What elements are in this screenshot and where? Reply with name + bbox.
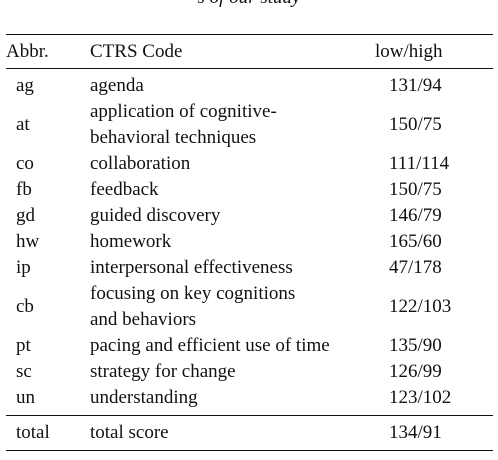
total-row: total total score 134/91 (6, 415, 493, 451)
table-caption-fragment: s of our study (0, 0, 498, 9)
table-row: at application of cognitive-behavioral te… (6, 99, 493, 151)
row-abbr: hw (16, 231, 40, 252)
table-row: un understanding 123/102 (6, 385, 493, 416)
row-code-line: and behaviors (90, 309, 197, 330)
row-code: feedback (90, 177, 375, 203)
row-code-line: agenda (90, 75, 144, 96)
row-code-line: collaboration (90, 153, 191, 174)
table-row: pt pacing and efficient use of time 135/90 (6, 333, 493, 359)
row-abbr: co (16, 153, 34, 174)
row-code: pacing and efficient use of time (90, 333, 375, 359)
row-code: guided discovery (90, 203, 375, 229)
row-code: agenda (90, 69, 375, 100)
table-row: fb feedback 150/75 (6, 177, 493, 203)
table-row: cb focusing on key cognitions and behavior… (6, 281, 493, 333)
row-abbr: ag (16, 75, 34, 96)
row-code-line: guided discovery (90, 205, 221, 226)
row-code-line: behavioral techniques (90, 127, 257, 148)
row-code-line: focusing on key cognitions (90, 283, 296, 304)
row-ratio: 150/75 (389, 179, 442, 200)
total-ratio: 134/91 (375, 415, 493, 451)
row-ratio: 165/60 (389, 231, 442, 252)
table-body: ag agenda 131/94 at application of cognitive… (6, 69, 493, 416)
row-code: homework (90, 229, 375, 255)
row-ratio: 123/102 (389, 387, 452, 408)
row-ratio: 126/99 (389, 361, 442, 382)
row-code: focusing on key cognitions and behaviors (90, 281, 375, 333)
row-abbr: fb (16, 179, 32, 200)
header-abbr: Abbr. (6, 34, 90, 69)
row-code: application of cognitive-behavioral tech… (90, 99, 375, 151)
row-ratio: 47/178 (389, 257, 442, 278)
row-abbr: cb (16, 296, 34, 317)
table-row: sc strategy for change 126/99 (6, 359, 493, 385)
row-code-line: feedback (90, 179, 159, 200)
ctrs-code-table: Abbr. CTRS Code low/high ag agenda 131/94 a… (6, 34, 493, 451)
row-code-line: strategy for change (90, 361, 236, 382)
row-code-line: understanding (90, 387, 198, 408)
row-ratio: 111/114 (389, 153, 450, 174)
row-abbr: at (16, 114, 30, 135)
row-ratio: 131/94 (389, 75, 442, 96)
total-abbr: total (6, 415, 90, 451)
row-code-line: interpersonal effectiveness (90, 257, 293, 278)
row-abbr: sc (16, 361, 32, 382)
row-ratio: 150/75 (389, 114, 442, 135)
row-code-line: homework (90, 231, 172, 252)
row-abbr: gd (16, 205, 35, 226)
row-code: strategy for change (90, 359, 375, 385)
row-code-line: application of cognitive- (90, 101, 277, 122)
row-ratio: 146/79 (389, 205, 442, 226)
row-code: interpersonal effectiveness (90, 255, 375, 281)
row-abbr: pt (16, 335, 31, 356)
row-code-line: pacing and efficient use of time (90, 335, 330, 356)
row-code: understanding (90, 385, 375, 416)
table-header-row: Abbr. CTRS Code low/high (6, 34, 493, 69)
table-row: ip interpersonal effectiveness 47/178 (6, 255, 493, 281)
row-abbr: ip (16, 257, 31, 278)
table-row: ag agenda 131/94 (6, 69, 493, 100)
ctrs-table-container: Abbr. CTRS Code low/high ag agenda 131/94 a… (6, 34, 493, 451)
table-row: hw homework 165/60 (6, 229, 493, 255)
row-ratio: 135/90 (389, 335, 442, 356)
table-row: co collaboration 111/114 (6, 151, 493, 177)
table-row: gd guided discovery 146/79 (6, 203, 493, 229)
row-ratio: 122/103 (389, 296, 452, 317)
row-code: collaboration (90, 151, 375, 177)
total-code: total score (90, 415, 375, 451)
header-low-high: low/high (375, 34, 493, 69)
header-ctrs-code: CTRS Code (90, 34, 375, 69)
row-abbr: un (16, 387, 35, 408)
